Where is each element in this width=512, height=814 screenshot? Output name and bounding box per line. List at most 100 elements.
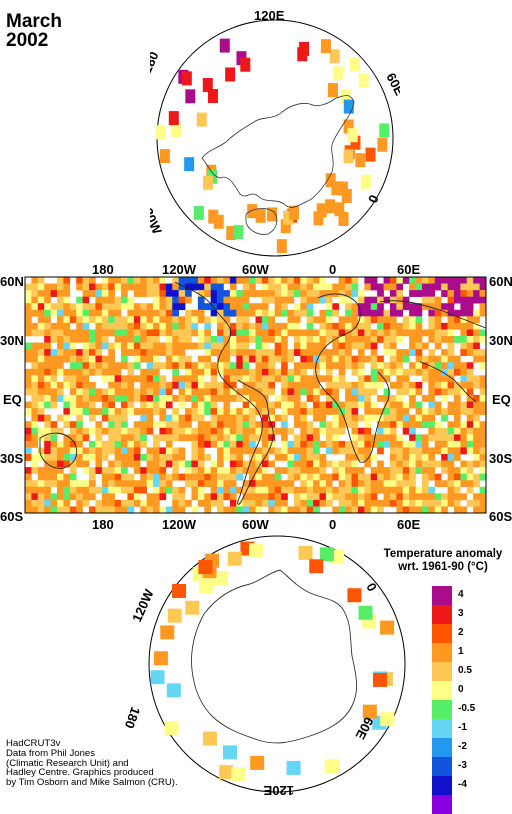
anomaly-cell (191, 460, 199, 468)
anomaly-cell (101, 316, 109, 324)
anomaly-cell (153, 342, 160, 350)
anomaly-cell (383, 473, 391, 481)
anomaly-cell (415, 447, 423, 455)
anomaly-cell (261, 362, 269, 370)
anomaly-cell (293, 329, 301, 337)
anomaly-cell (69, 309, 77, 317)
anomaly-cell (25, 506, 32, 514)
anomaly-cell (370, 454, 378, 461)
anomaly-cell (268, 388, 276, 396)
anomaly-cell (63, 349, 71, 356)
anomaly-cell (325, 486, 333, 494)
anomaly-cell (313, 506, 320, 514)
anomaly-cell (159, 395, 167, 402)
anomaly-cell (377, 322, 384, 330)
anomaly-cell (178, 388, 186, 396)
anomaly-cell (57, 349, 64, 356)
anomaly-cell (223, 467, 231, 474)
anomaly-cell (460, 506, 468, 514)
anomaly-cell (274, 336, 282, 343)
anomaly-cell (153, 499, 160, 507)
anomaly-cell (466, 499, 474, 507)
anomaly-cell (325, 368, 333, 376)
anomaly-cell (50, 309, 58, 317)
anomaly-cell (37, 480, 45, 488)
right-lat-60s: 60S (489, 509, 512, 524)
anomaly-cell (313, 460, 320, 468)
anomaly-cell (261, 355, 269, 363)
anomaly-cell (343, 119, 354, 134)
anomaly-cell (236, 473, 243, 481)
anomaly-cell (108, 296, 115, 304)
anomaly-cell (319, 329, 327, 337)
anomaly-cell (172, 408, 179, 415)
anomaly-cell (345, 309, 352, 317)
legend-swatch (432, 586, 452, 605)
anomaly-cell (441, 395, 448, 402)
anomaly-cell (370, 434, 378, 442)
anomaly-cell (114, 467, 122, 474)
anomaly-cell (268, 316, 276, 324)
anomaly-cell (441, 408, 448, 415)
anomaly-cell (89, 283, 96, 291)
left-lat-30s: 30S (0, 451, 23, 466)
anomaly-cell (172, 336, 179, 343)
anomaly-cell (415, 362, 423, 370)
anomaly-cell (146, 506, 154, 514)
bottom-lon-0: 0 (329, 517, 336, 530)
anomaly-cell (389, 395, 397, 402)
anomaly-cell (210, 303, 218, 311)
anomaly-cell (274, 309, 282, 317)
anomaly-cell (63, 283, 71, 291)
anomaly-cell (153, 349, 160, 356)
anomaly-cell (364, 440, 372, 448)
anomaly-cell (421, 473, 429, 481)
anomaly-cell (357, 440, 365, 448)
anomaly-cell (37, 355, 45, 363)
anomaly-cell (95, 322, 103, 330)
anomaly-cell (69, 316, 77, 324)
anomaly-cell (236, 408, 243, 415)
anomaly-cell (127, 316, 135, 324)
anomaly-cell (108, 303, 115, 311)
anomaly-cell (172, 414, 179, 422)
anomaly-cell (89, 290, 96, 297)
anomaly-cell (351, 440, 359, 448)
anomaly-cell (236, 414, 243, 422)
anomaly-cell (293, 447, 301, 455)
anomaly-cell (165, 329, 173, 337)
anomaly-cell (57, 381, 64, 389)
anomaly-cell (82, 336, 90, 343)
anomaly-cell (121, 283, 128, 291)
anomaly-cell (421, 414, 429, 422)
anomaly-cell (150, 670, 165, 685)
anomaly-cell (108, 493, 115, 501)
anomaly-cell (338, 486, 346, 494)
anomaly-cell (357, 342, 365, 350)
anomaly-cell (197, 309, 205, 317)
anomaly-cell (306, 473, 314, 481)
anomaly-cell (57, 303, 64, 311)
anomaly-cell (332, 460, 340, 468)
anomaly-cell (133, 493, 141, 501)
anomaly-cell (370, 414, 378, 422)
anomaly-cell (44, 467, 51, 474)
anomaly-cell (133, 349, 141, 356)
anomaly-cell (370, 277, 378, 284)
anomaly-cell (466, 368, 474, 376)
bottom-longitude-labels: 180 120W 60W 0 60E (92, 517, 420, 530)
anomaly-cell (377, 440, 384, 448)
anomaly-cell (146, 427, 154, 435)
anomaly-cell (204, 277, 211, 284)
anomaly-cell (31, 408, 39, 415)
anomaly-cell (108, 460, 115, 468)
anomaly-cell (274, 368, 282, 376)
anomaly-cell (370, 375, 378, 383)
anomaly-cell (351, 408, 359, 415)
anomaly-cell (185, 480, 192, 488)
anomaly-cell (25, 368, 32, 376)
anomaly-cell (133, 395, 141, 402)
anomaly-cell (415, 277, 423, 284)
anomaly-cell (95, 408, 103, 415)
anomaly-cell (165, 460, 173, 468)
